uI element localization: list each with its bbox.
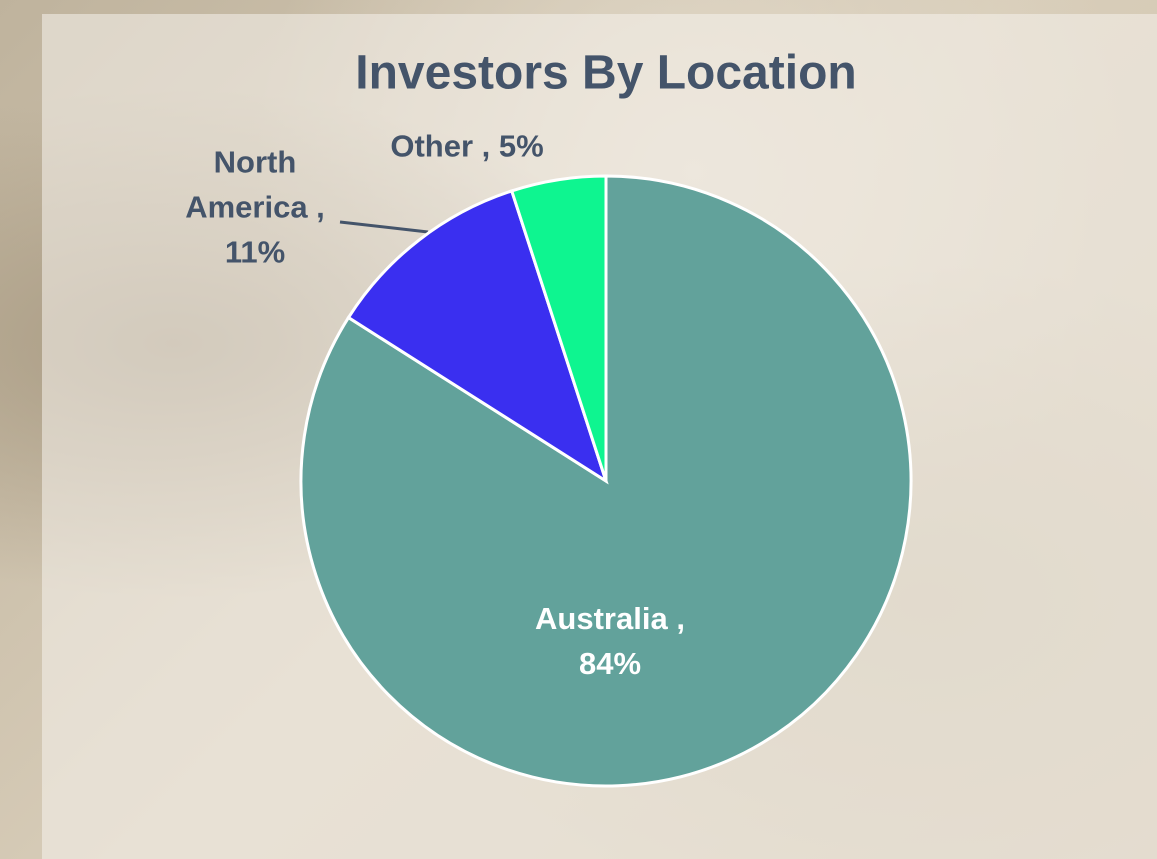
- leader-line: [340, 222, 428, 232]
- category-label: Australia ,: [535, 601, 685, 636]
- value-label: 11%: [225, 234, 285, 269]
- category-label: North America ,: [185, 145, 325, 225]
- value-label: 84%: [579, 646, 641, 681]
- data-label: Other , 5%: [337, 125, 597, 170]
- value-label: 5%: [499, 129, 544, 164]
- data-label: Australia , 84%: [480, 597, 740, 687]
- data-label: North America , 11%: [168, 141, 343, 276]
- chart-title: Investors By Location: [355, 47, 856, 100]
- category-label: Other ,: [390, 129, 490, 164]
- slide: Investors By Location Australia , 84% Nort…: [0, 0, 1157, 859]
